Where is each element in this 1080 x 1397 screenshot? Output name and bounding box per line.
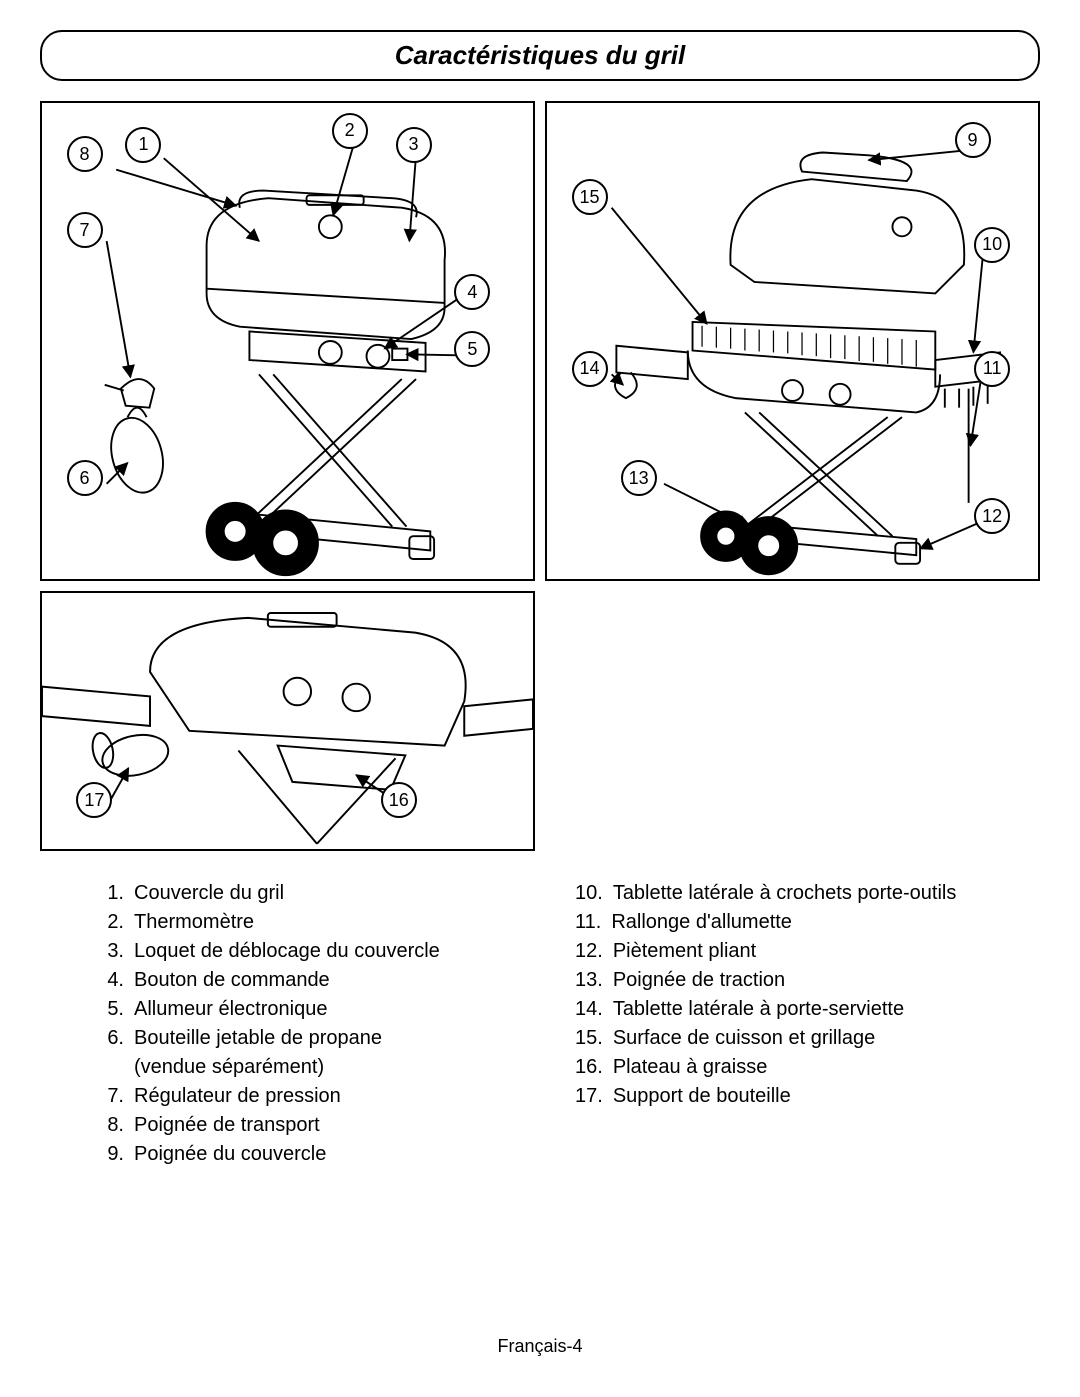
legend-item-number: 10. [575, 879, 613, 908]
legend-item-number: 1. [100, 879, 134, 908]
legend-item-number: 17. [575, 1082, 613, 1111]
legend-item: 8.Poignée de transport [100, 1111, 535, 1140]
callout-12: 12 [974, 498, 1010, 534]
callout-11: 11 [974, 351, 1010, 387]
legend-item-number: 2. [100, 908, 134, 937]
legend-item-text: Piètement pliant [613, 937, 756, 966]
callout-13: 13 [621, 460, 657, 496]
legend-col-2: 10.Tablette latérale à crochets porte-ou… [575, 879, 1010, 1169]
callout-9: 9 [955, 122, 991, 158]
callout-16: 16 [381, 782, 417, 818]
figure-panel-2: 9 15 10 14 11 13 12 [545, 101, 1040, 581]
legend-item-text: Loquet de déblocage du couvercle [134, 937, 440, 966]
legend-item: 15.Surface de cuisson et grillage [575, 1024, 1010, 1053]
section-title: Caractéristiques du gril [42, 40, 1038, 71]
legend-item-text: Bouteille jetable de propane [134, 1024, 382, 1053]
callout-6: 6 [67, 460, 103, 496]
legend-item-number: 4. [100, 966, 134, 995]
legend-col-1: 1.Couvercle du gril2.Thermomètre3.Loquet… [100, 879, 535, 1169]
legend-item: 6.Bouteille jetable de propane [100, 1024, 535, 1053]
legend-item-text: Support de bouteille [613, 1082, 791, 1111]
legend-item-text: Bouton de commande [134, 966, 330, 995]
legend-item-subtext: (vendue séparément) [100, 1053, 324, 1082]
legend-item-number: 12. [575, 937, 613, 966]
legend-item: 4.Bouton de commande [100, 966, 535, 995]
legend-item: 11.Rallonge d'allumette [575, 908, 1010, 937]
legend-item-number: 6. [100, 1024, 134, 1053]
callout-15: 15 [572, 179, 608, 215]
legend-item-text: Poignée du couvercle [134, 1140, 326, 1169]
legend-item: 5.Allumeur électronique [100, 995, 535, 1024]
figures-grid: 8 1 2 3 7 4 5 6 [40, 101, 1040, 851]
legend-item: 16.Plateau à graisse [575, 1053, 1010, 1082]
legend-item-number: 14. [575, 995, 613, 1024]
legend-item: 12.Piètement pliant [575, 937, 1010, 966]
legend-item-number: 15. [575, 1024, 613, 1053]
figure-panel-3: 17 16 [40, 591, 535, 851]
legend-item-number: 5. [100, 995, 134, 1024]
legend-item-number: 7. [100, 1082, 134, 1111]
legend-item-number: 11. [575, 908, 611, 937]
figure-2-svg [547, 103, 1038, 579]
legend-item: 3.Loquet de déblocage du couvercle [100, 937, 535, 966]
legend-item-text: Poignée de transport [134, 1111, 320, 1140]
figure-panel-1: 8 1 2 3 7 4 5 6 [40, 101, 535, 581]
legend-item: 2.Thermomètre [100, 908, 535, 937]
legend-item-text: Surface de cuisson et grillage [613, 1024, 875, 1053]
legend-item-text: Allumeur électronique [134, 995, 327, 1024]
section-title-box: Caractéristiques du gril [40, 30, 1040, 81]
legend-item: 10.Tablette latérale à crochets porte-ou… [575, 879, 1010, 908]
callout-7: 7 [67, 212, 103, 248]
legend-columns: 1.Couvercle du gril2.Thermomètre3.Loquet… [40, 879, 1040, 1169]
page-footer: Français-4 [0, 1336, 1080, 1357]
legend-item-text: Tablette latérale à porte-serviette [613, 995, 904, 1024]
legend-item-text: Tablette latérale à crochets porte-outil… [613, 879, 957, 908]
callout-3: 3 [396, 127, 432, 163]
legend-item-text: Thermomètre [134, 908, 254, 937]
legend-item-number: 16. [575, 1053, 613, 1082]
legend-item-text: Rallonge d'allumette [611, 908, 792, 937]
legend-item: 7.Régulateur de pression [100, 1082, 535, 1111]
legend-item-text: Régulateur de pression [134, 1082, 341, 1111]
legend-item: 9.Poignée du couvercle [100, 1140, 535, 1169]
figure-3-svg [42, 593, 533, 849]
legend-item-number: 8. [100, 1111, 134, 1140]
legend-item-sub: (vendue séparément) [100, 1053, 535, 1082]
legend-item-text: Plateau à graisse [613, 1053, 768, 1082]
legend-item-number: 9. [100, 1140, 134, 1169]
legend-item-text: Poignée de traction [613, 966, 785, 995]
legend-item: 13.Poignée de traction [575, 966, 1010, 995]
callout-8: 8 [67, 136, 103, 172]
callout-2: 2 [332, 113, 368, 149]
callout-14: 14 [572, 351, 608, 387]
legend-item: 17.Support de bouteille [575, 1082, 1010, 1111]
legend-item: 1.Couvercle du gril [100, 879, 535, 908]
legend-item-text: Couvercle du gril [134, 879, 284, 908]
legend-item-number: 13. [575, 966, 613, 995]
legend-item-number: 3. [100, 937, 134, 966]
legend-item: 14.Tablette latérale à porte-serviette [575, 995, 1010, 1024]
callout-10: 10 [974, 227, 1010, 263]
